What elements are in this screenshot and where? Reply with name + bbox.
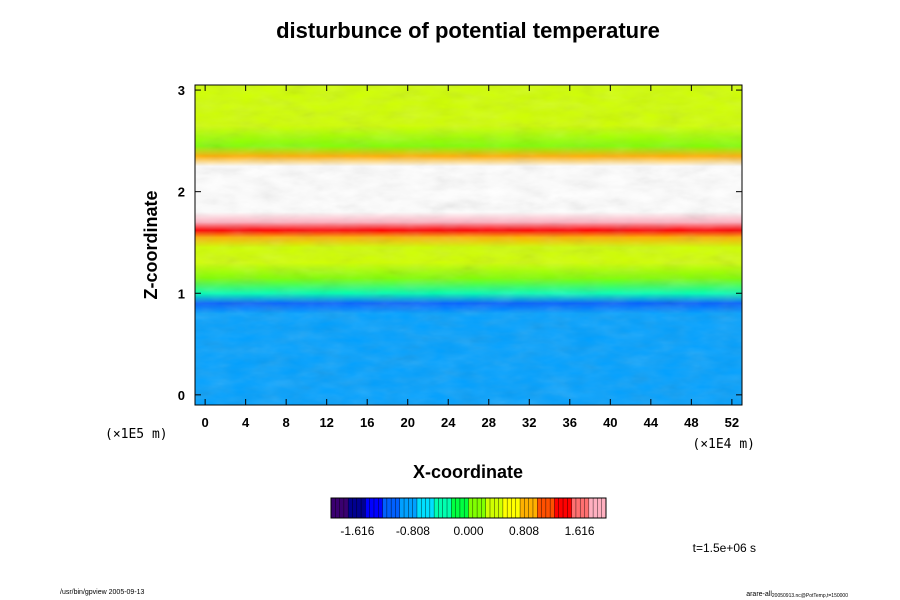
colorbar-tick-label: 0.000 [453,524,483,538]
x-tick-label: 44 [644,415,659,430]
y-axis-label: Z-coordinate [141,190,161,299]
x-tick-label: 32 [522,415,536,430]
heatmap-texture [195,85,742,405]
x-tick-label: 16 [360,415,374,430]
x-tick-label: 48 [684,415,698,430]
colorbar [331,498,607,518]
x-axis-ticks: 0 4 8 12 16 20 24 28 32 36 40 44 48 52 [202,85,739,430]
colorbar-swatch [451,498,469,518]
colorbar-swatch [502,498,521,518]
colorbar-swatch [537,498,555,518]
y-tick-label: 0 [178,388,185,403]
colorbar-ticks: -1.616 -0.808 0.000 0.808 1.616 [340,524,595,538]
colorbar-swatch [382,498,401,518]
x-axis-label: X-coordinate [413,462,523,482]
x-tick-label: 0 [202,415,209,430]
colorbar-swatch [434,498,452,518]
colorbar-swatch [348,498,366,518]
x-tick-label: 28 [482,415,496,430]
colorbar-swatch [485,498,504,518]
x-axis-unit: (×1E4 m) [692,437,755,452]
x-tick-label: 20 [400,415,414,430]
colorbar-swatch [416,498,435,518]
colorbar-tick-label: -0.808 [396,524,430,538]
x-tick-label: 4 [242,415,250,430]
colorbar-tick-label: -1.616 [340,524,374,538]
footer-left: /usr/bin/gpview 2005-09-13 [60,589,145,596]
colorbar-swatch [468,498,487,518]
y-tick-label: 2 [178,185,185,200]
colorbar-swatch [331,498,349,518]
colorbar-swatch [365,498,384,518]
chart-title: disturbunce of potential temperature [276,18,660,43]
x-tick-label: 12 [319,415,333,430]
plot-frame [194,84,743,406]
colorbar-tick-label: 0.808 [509,524,539,538]
footer-right: arare-all20050913.nc@PotTemp,t=150000 [746,591,848,599]
colorbar-tick-label: 1.616 [565,524,595,538]
y-axis-ticks: 0 1 2 3 [178,83,742,403]
time-stamp: t=1.5e+06 s [693,541,756,555]
colorbar-frame [330,497,607,519]
x-tick-label: 24 [441,415,456,430]
y-tick-label: 1 [178,286,185,301]
colorbar-swatch [399,498,418,518]
footer-right-main: arare-all [746,591,772,598]
x-tick-label: 8 [283,415,290,430]
colorbar-swatch [588,498,607,518]
colorbar-swatch [554,498,573,518]
x-tick-label: 36 [563,415,577,430]
footer-right-sub: 20050913.nc@PotTemp,t=150000 [772,593,848,599]
x-tick-label: 52 [725,415,739,430]
colorbar-swatch [571,498,590,518]
colorbar-swatch [520,498,538,518]
y-tick-label: 3 [178,83,185,98]
y-axis-unit: (×1E5 m) [105,427,168,442]
plot-area [195,85,742,405]
x-tick-label: 40 [603,415,617,430]
